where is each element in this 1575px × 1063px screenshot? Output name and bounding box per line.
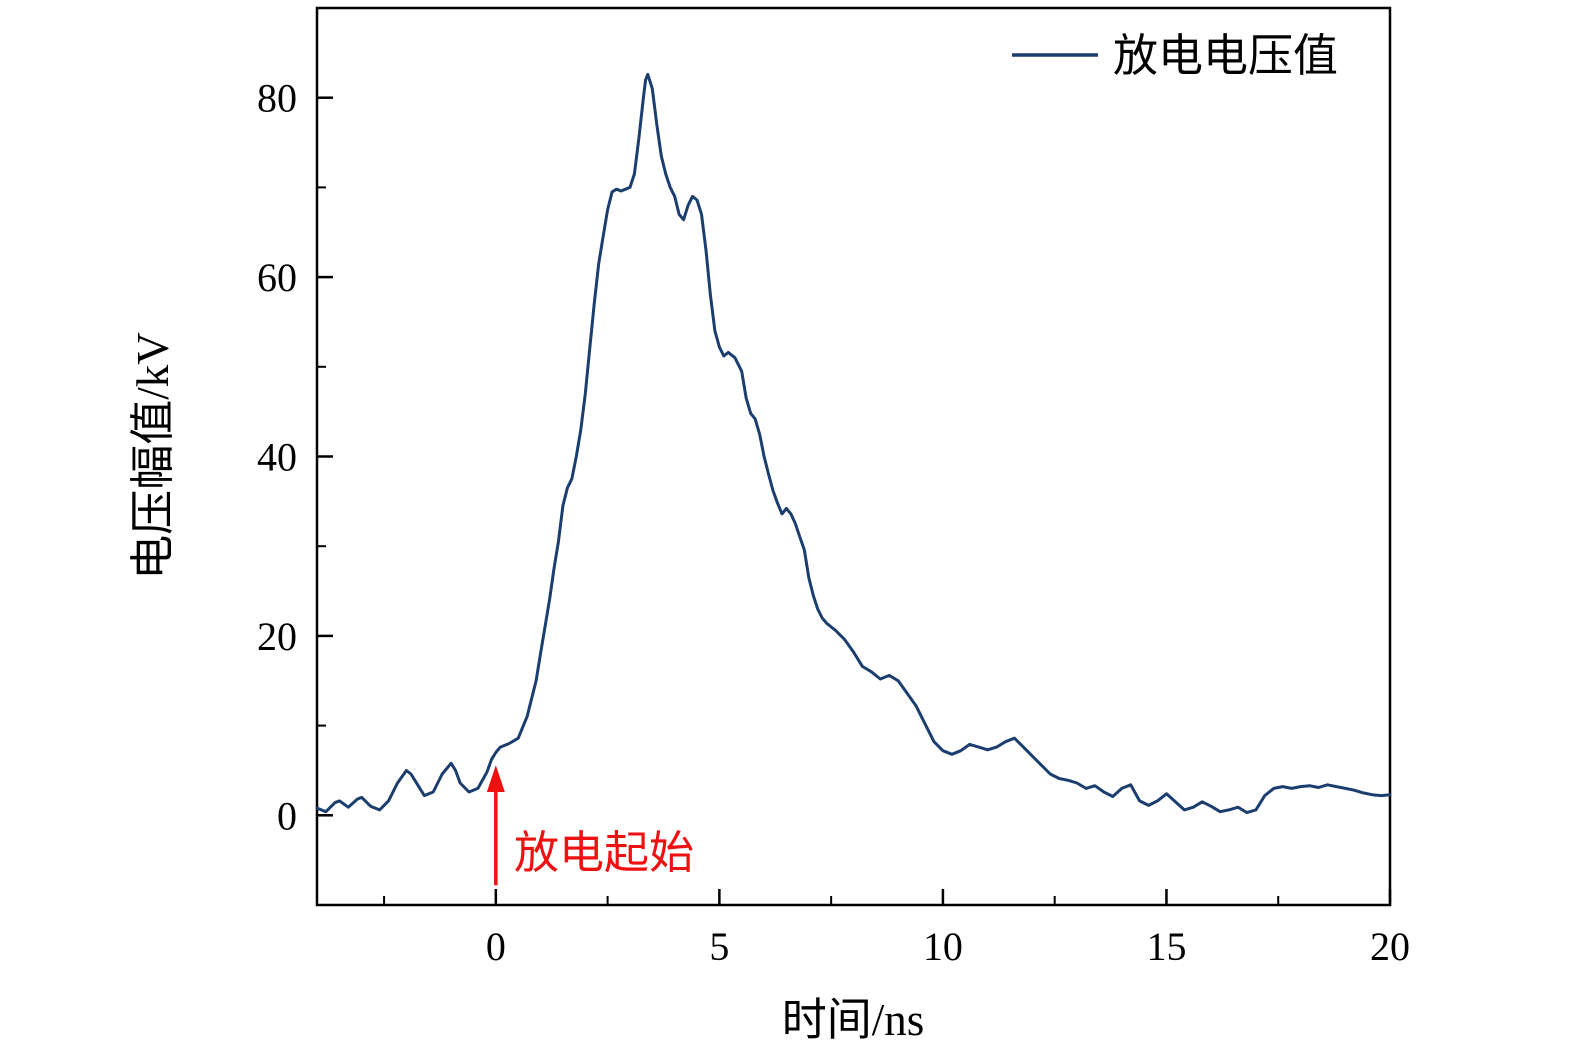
annotation-text: 放电起始 — [514, 828, 694, 878]
y-tick-label: 20 — [257, 614, 297, 659]
y-tick-label: 60 — [257, 255, 297, 300]
y-tick-label: 40 — [257, 435, 297, 480]
y-tick-label: 0 — [277, 793, 297, 838]
x-tick-label: 10 — [923, 924, 963, 969]
plot-area: 0 5 10 15 20 0 20 40 60 80 — [257, 6, 1410, 969]
x-tick-label: 5 — [709, 924, 729, 969]
x-axis-label: 时间/ns — [782, 995, 925, 1045]
x-tick-label: 20 — [1370, 924, 1410, 969]
y-tick-label: 80 — [257, 76, 297, 121]
x-tick-label: 0 — [486, 924, 506, 969]
x-tick-label: 15 — [1146, 924, 1186, 969]
legend-label: 放电电压值 — [1113, 31, 1338, 81]
discharge-voltage-curve — [315, 72, 1392, 815]
annotation-arrow-head — [486, 765, 505, 792]
y-axis-label: 电压幅值/kV — [128, 332, 178, 580]
plot-frame — [315, 6, 1392, 907]
